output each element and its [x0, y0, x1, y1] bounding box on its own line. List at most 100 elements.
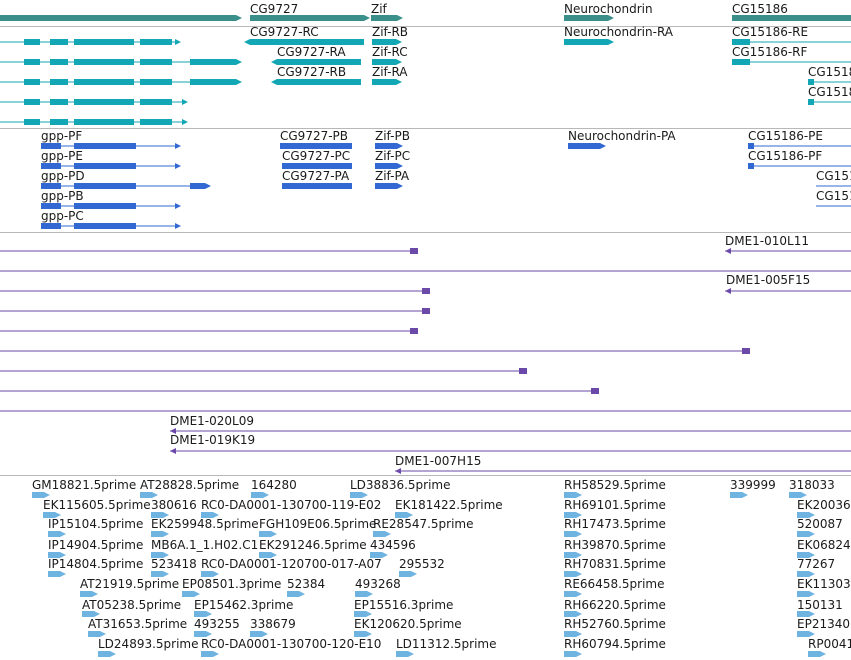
est-strand-arrow[interactable]	[213, 571, 219, 577]
transcript-exon[interactable]	[372, 59, 396, 65]
est-read[interactable]	[354, 631, 366, 637]
transcript-exon[interactable]	[150, 79, 172, 85]
clone-label[interactable]: DME1-019K19	[170, 433, 256, 447]
transcript-strand-arrow[interactable]	[396, 59, 402, 65]
clone-label[interactable]: DME1-010L11	[725, 234, 809, 248]
protein-label[interactable]: CG9727-PC	[282, 149, 351, 163]
protein-cds[interactable]	[568, 143, 600, 149]
est-strand-arrow[interactable]	[809, 552, 815, 558]
est-label[interactable]: EK200363	[797, 498, 851, 512]
est-label[interactable]: RH70831.5prime	[564, 557, 666, 571]
est-read[interactable]	[251, 492, 263, 498]
clone-strand-arrow[interactable]	[395, 468, 401, 474]
protein-label[interactable]: gpp-PE	[41, 149, 83, 163]
protein-cds[interactable]	[748, 143, 754, 149]
est-read[interactable]	[564, 611, 576, 617]
transcript-exon[interactable]	[372, 79, 396, 85]
est-read[interactable]	[797, 571, 809, 577]
transcript-exon[interactable]	[74, 39, 134, 45]
transcript-strand-arrow[interactable]	[244, 39, 250, 45]
est-strand-arrow[interactable]	[44, 492, 50, 498]
est-strand-arrow[interactable]	[271, 552, 277, 558]
est-label[interactable]: IP14804.5prime	[48, 557, 144, 571]
est-strand-arrow[interactable]	[213, 651, 219, 657]
est-read[interactable]	[48, 531, 60, 537]
est-read[interactable]	[797, 631, 809, 637]
est-read[interactable]	[354, 611, 366, 617]
est-strand-arrow[interactable]	[152, 492, 158, 498]
est-strand-arrow[interactable]	[576, 492, 582, 498]
est-strand-arrow[interactable]	[742, 492, 748, 498]
protein-strand-arrow[interactable]	[397, 163, 403, 169]
est-label[interactable]: 164280	[251, 478, 297, 492]
transcript-exon[interactable]	[50, 119, 68, 125]
est-strand-arrow[interactable]	[213, 512, 219, 518]
protein-cds[interactable]	[74, 183, 136, 189]
transcript-strand-arrow[interactable]	[182, 99, 188, 105]
est-label[interactable]: 295532	[399, 557, 445, 571]
gene-label[interactable]: Zif	[371, 2, 387, 16]
gene-feature[interactable]	[564, 15, 608, 21]
est-read[interactable]	[797, 591, 809, 597]
est-read[interactable]	[151, 571, 163, 577]
transcript-exon[interactable]	[140, 59, 150, 65]
est-label[interactable]: EP15462.3prime	[194, 598, 294, 612]
est-label[interactable]: EK120620.5prime	[354, 617, 462, 631]
clone-end[interactable]	[410, 248, 418, 254]
clone-end[interactable]	[422, 288, 430, 294]
est-read[interactable]	[797, 531, 809, 537]
est-strand-arrow[interactable]	[408, 651, 414, 657]
est-label[interactable]: RP0041	[808, 637, 851, 651]
est-strand-arrow[interactable]	[809, 571, 815, 577]
est-strand-arrow[interactable]	[576, 611, 582, 617]
transcript-exon[interactable]	[140, 119, 150, 125]
gene-strand-arrow[interactable]	[236, 15, 242, 21]
transcript-strand-arrow[interactable]	[271, 59, 277, 65]
protein-cds[interactable]	[282, 183, 352, 189]
est-strand-arrow[interactable]	[262, 631, 268, 637]
est-read[interactable]	[373, 531, 385, 537]
protein-cds[interactable]	[282, 163, 352, 169]
protein-cds[interactable]	[41, 163, 61, 169]
est-label[interactable]: EK06824	[797, 538, 851, 552]
est-strand-arrow[interactable]	[809, 591, 815, 597]
est-label[interactable]: EK259948.5prime	[151, 517, 259, 531]
est-label[interactable]: AT21919.5prime	[80, 577, 180, 591]
transcript-exon[interactable]	[74, 79, 134, 85]
protein-strand-arrow[interactable]	[205, 183, 211, 189]
transcript-strand-arrow[interactable]	[271, 79, 277, 85]
est-label[interactable]: EK11303	[797, 577, 851, 591]
transcript-exon[interactable]	[140, 79, 150, 85]
protein-cds[interactable]	[74, 143, 136, 149]
protein-label[interactable]: gpp-PC	[41, 209, 84, 223]
clone-end[interactable]	[422, 308, 430, 314]
est-strand-arrow[interactable]	[809, 631, 815, 637]
transcript-exon[interactable]	[372, 39, 396, 45]
transcript-strand-arrow[interactable]	[608, 39, 614, 45]
est-label[interactable]: RE66458.5prime	[564, 577, 665, 591]
transcript-exon[interactable]	[150, 119, 172, 125]
est-label[interactable]: LD38836.5prime	[350, 478, 451, 492]
est-label[interactable]: 339999	[730, 478, 776, 492]
protein-cds[interactable]	[41, 223, 61, 229]
clone-strand-arrow[interactable]	[725, 248, 731, 254]
est-strand-arrow[interactable]	[576, 651, 582, 657]
est-label[interactable]: RC0-DA0001-130700-120-E10	[201, 637, 382, 651]
transcript-exon[interactable]	[50, 79, 68, 85]
est-read[interactable]	[194, 631, 206, 637]
est-strand-arrow[interactable]	[60, 571, 66, 577]
protein-cds[interactable]	[41, 203, 61, 209]
gene-feature[interactable]	[371, 15, 397, 21]
protein-label[interactable]: Zif-PA	[375, 169, 410, 183]
est-strand-arrow[interactable]	[576, 591, 582, 597]
est-read[interactable]	[370, 552, 382, 558]
protein-label[interactable]: CG15186-PE	[748, 129, 823, 143]
est-label[interactable]: AT05238.5prime	[82, 598, 182, 612]
est-label[interactable]: RH66220.5prime	[564, 598, 666, 612]
est-strand-arrow[interactable]	[60, 531, 66, 537]
est-strand-arrow[interactable]	[299, 591, 305, 597]
est-label[interactable]: EK291246.5prime	[259, 538, 367, 552]
transcript-label[interactable]: CG15186-RF	[732, 45, 808, 59]
est-read[interactable]	[32, 492, 44, 498]
est-read[interactable]	[88, 631, 100, 637]
